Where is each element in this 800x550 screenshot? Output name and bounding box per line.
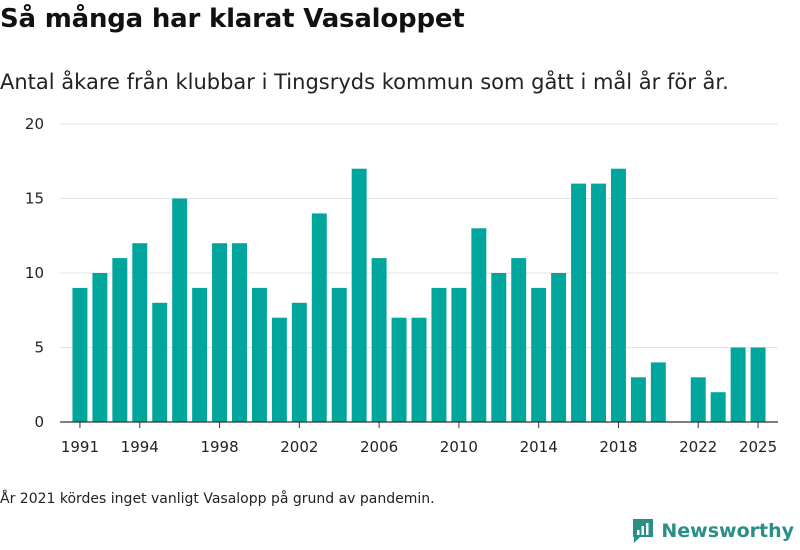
bar-2015 [551,273,567,422]
bar-2018 [610,168,626,422]
bar-2024 [730,347,746,422]
bar-1999 [232,243,247,422]
x-tick-label-2022: 2022 [679,438,717,456]
x-tick-label-2010: 2010 [440,438,478,456]
x-tick-label-1991: 1991 [61,438,99,456]
bar-2011 [471,228,487,422]
bar-2022 [690,377,706,422]
bar-2007 [391,317,407,422]
bar-2005 [351,168,367,422]
bar-2000 [251,287,267,422]
y-axis: 0 5 10 15 20 [25,115,44,431]
x-tick-label-2002: 2002 [280,438,318,456]
y-tick-label-15: 15 [25,190,44,208]
bar-2003 [311,213,327,422]
y-tick-label-20: 20 [25,115,44,133]
bar-2013 [511,258,527,422]
x-tick-label-1998: 1998 [200,438,238,456]
bar-1995 [152,302,168,422]
bar-2016 [571,183,587,422]
newsworthy-logo: Newsworthy [631,518,794,544]
bar-2002 [291,302,307,422]
bar-1993 [112,258,128,422]
bar-2001 [271,317,287,422]
y-tick-label-5: 5 [34,339,44,357]
y-tick-label-0: 0 [34,413,44,431]
bar-2012 [491,273,507,422]
bar-chart: 0 5 10 15 20 1991 1994 1998 2002 2006 2010 2014 201… [25,115,778,456]
bar-1998 [212,243,228,422]
x-tick-label-2014: 2014 [520,438,558,456]
bar-1994 [132,243,148,422]
y-tick-label-10: 10 [25,264,44,282]
bar-2017 [591,183,606,422]
x-tick-label-2025: 2025 [739,438,777,456]
bar-2019 [630,377,646,422]
footnote: År 2021 kördes inget vanligt Vasalopp på… [0,491,435,507]
x-tick-label-2006: 2006 [360,438,398,456]
bar-1992 [92,273,108,422]
bar-2014 [531,287,547,422]
x-axis: 1991 1994 1998 2002 2006 2010 2014 2018 2022 2025 [60,421,778,456]
gridlines [60,123,778,348]
bar-2009 [431,287,447,422]
bar-2008 [411,317,427,422]
x-tick-label-2018: 2018 [599,438,637,456]
x-tick-label-1994: 1994 [121,438,159,456]
bar-2006 [371,258,387,422]
newsworthy-logo-icon [633,519,654,543]
chart-subtitle: Antal åkare från klubbar i Tingsryds kom… [0,70,729,94]
newsworthy-logo-text: Newsworthy [661,520,794,542]
bar-2020 [650,362,666,422]
chart-title: Så många har klarat Vasaloppet [0,4,465,34]
bar-1991 [72,287,88,422]
bar-2023 [710,392,726,422]
bar-2010 [451,287,467,422]
bar-2025 [750,347,766,422]
bar-2004 [331,287,347,422]
bar-1997 [192,287,208,422]
bar-1996 [172,198,188,422]
bars [72,168,766,422]
